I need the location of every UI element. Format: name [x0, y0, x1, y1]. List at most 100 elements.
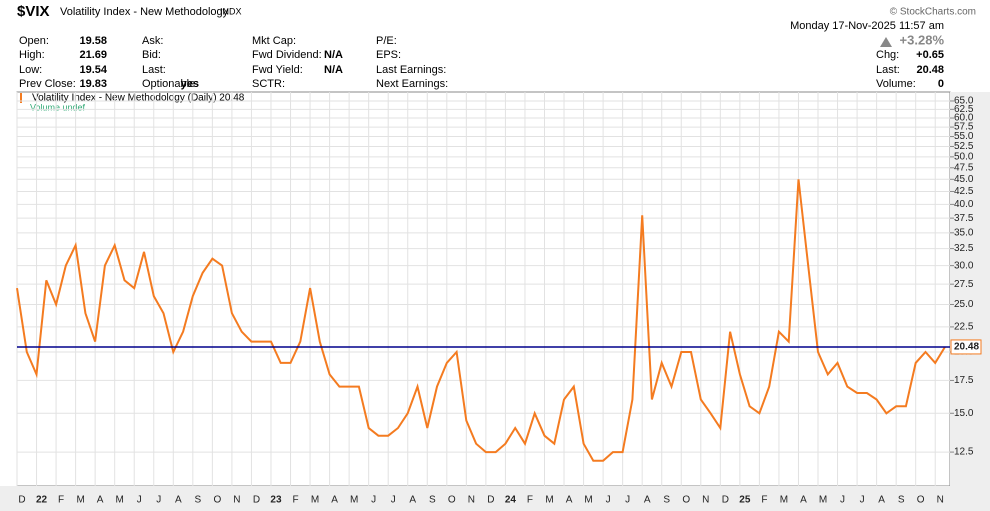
plot-area	[16, 91, 951, 487]
x-tick-label: F	[58, 495, 64, 506]
field-label: P/E:	[376, 35, 397, 47]
y-tick-label: 62.5	[954, 104, 974, 115]
x-tick-label: M	[76, 495, 84, 506]
x-tick-label: O	[917, 495, 925, 506]
field-label: SCTR:	[252, 78, 285, 90]
field-value: 20.48	[916, 64, 944, 76]
security-name: Volatility Index - New Methodology	[60, 6, 229, 18]
y-tick-label: 22.5	[954, 322, 974, 333]
change-pct: +3.28%	[900, 32, 945, 47]
x-tick-label: M	[780, 495, 788, 506]
x-tick-label: J	[860, 495, 865, 506]
field-label: Fwd Yield:	[252, 64, 303, 76]
datetime: Monday 17-Nov-2025 11:57 am	[790, 20, 944, 32]
y-tick-label: 17.5	[954, 375, 974, 386]
x-tick-label: M	[116, 495, 124, 506]
x-tick-label: A	[97, 495, 104, 506]
x-tick-label: F	[527, 495, 533, 506]
exchange: INDX	[220, 6, 242, 16]
field-value: yes	[181, 78, 199, 90]
legend-volume: Volume undef	[30, 102, 86, 112]
x-tick-label: M	[350, 495, 358, 506]
field-label: Last Earnings:	[376, 64, 446, 76]
y-tick-label: 37.5	[954, 213, 974, 224]
y-tick-label: 60.0	[954, 113, 974, 124]
x-tick-label: J	[840, 495, 845, 506]
x-tick-label: D	[18, 495, 25, 506]
x-tick-label: A	[566, 495, 573, 506]
last-value-box	[950, 339, 982, 355]
y-tick-label: 65.0	[954, 96, 974, 107]
y-tick-label: 27.5	[954, 279, 974, 290]
watermark: © StockCharts.com	[890, 7, 976, 18]
x-tick-label: S	[194, 495, 201, 506]
x-tick-label: S	[429, 495, 436, 506]
x-tick-label: M	[311, 495, 319, 506]
x-tick-label: A	[644, 495, 651, 506]
x-tick-label: F	[292, 495, 298, 506]
x-tick-label: 23	[270, 495, 282, 506]
x-tick-label: J	[606, 495, 611, 506]
field-label: EPS:	[376, 49, 401, 61]
x-tick-label: A	[175, 495, 182, 506]
x-tick-label: S	[663, 495, 670, 506]
x-tick-label: J	[625, 495, 630, 506]
y-tick-label: 55.0	[954, 131, 974, 142]
field-label: Fwd Dividend:	[252, 49, 322, 61]
x-tick-label: S	[898, 495, 905, 506]
y-tick-label: 47.5	[954, 162, 974, 173]
field-value: 19.54	[79, 64, 107, 76]
field-label: Optionable:	[142, 78, 198, 90]
x-tick-label: M	[584, 495, 592, 506]
field-label: Last:	[142, 64, 166, 76]
x-tick-label: O	[682, 495, 690, 506]
x-tick-label: J	[137, 495, 142, 506]
x-tick-label: O	[213, 495, 221, 506]
x-tick-label: N	[468, 495, 475, 506]
x-tick-label: O	[448, 495, 456, 506]
price-line	[16, 179, 946, 462]
y-axis-area	[950, 92, 990, 486]
x-tick-label: A	[331, 495, 338, 506]
field-label: Ask:	[142, 35, 163, 47]
x-tick-label: D	[253, 495, 260, 506]
x-tick-label: 24	[505, 495, 517, 506]
x-tick-label: 22	[36, 495, 48, 506]
field-value: N/A	[324, 49, 343, 61]
header: $VIX Volatility Index - New Methodology …	[17, 3, 976, 47]
y-tick-label: 42.5	[954, 186, 974, 197]
field-label: Mkt Cap:	[252, 35, 296, 47]
field-value: N/A	[324, 64, 343, 76]
y-tick-label: 32.5	[954, 243, 974, 254]
symbol: $VIX	[17, 3, 50, 20]
x-tick-label: F	[761, 495, 767, 506]
x-tick-label: J	[371, 495, 376, 506]
field-value: 0	[938, 78, 944, 90]
field-label: Chg:	[876, 49, 899, 61]
y-tick-label: 15.0	[954, 408, 974, 419]
x-tick-label: J	[156, 495, 161, 506]
field-label: High:	[19, 49, 45, 61]
x-tick-label: 25	[739, 495, 751, 506]
field-label: Last:	[876, 64, 900, 76]
field-label: Next Earnings:	[376, 78, 448, 90]
field-value: +0.65	[916, 49, 944, 61]
up-arrow	[880, 37, 892, 47]
field-value: 19.83	[79, 78, 107, 90]
legend: Volatility Index - New Methodology (Dail…	[32, 93, 245, 104]
field-label: Open:	[19, 35, 49, 47]
field-label: Prev Close:	[19, 78, 76, 90]
x-tick-label: A	[800, 495, 807, 506]
field-label: Low:	[19, 64, 42, 76]
x-tick-label: D	[487, 495, 494, 506]
field-value: 19.58	[79, 35, 107, 47]
y-tick-label: 25.0	[954, 299, 974, 310]
y-tick-label: 40.0	[954, 199, 974, 210]
x-tick-label: N	[937, 495, 944, 506]
x-tick-label: A	[409, 495, 416, 506]
y-tick-label: 45.0	[954, 174, 974, 185]
x-tick-label: M	[545, 495, 553, 506]
last-value-label: 20.48	[954, 342, 979, 353]
x-axis-area	[0, 486, 990, 511]
